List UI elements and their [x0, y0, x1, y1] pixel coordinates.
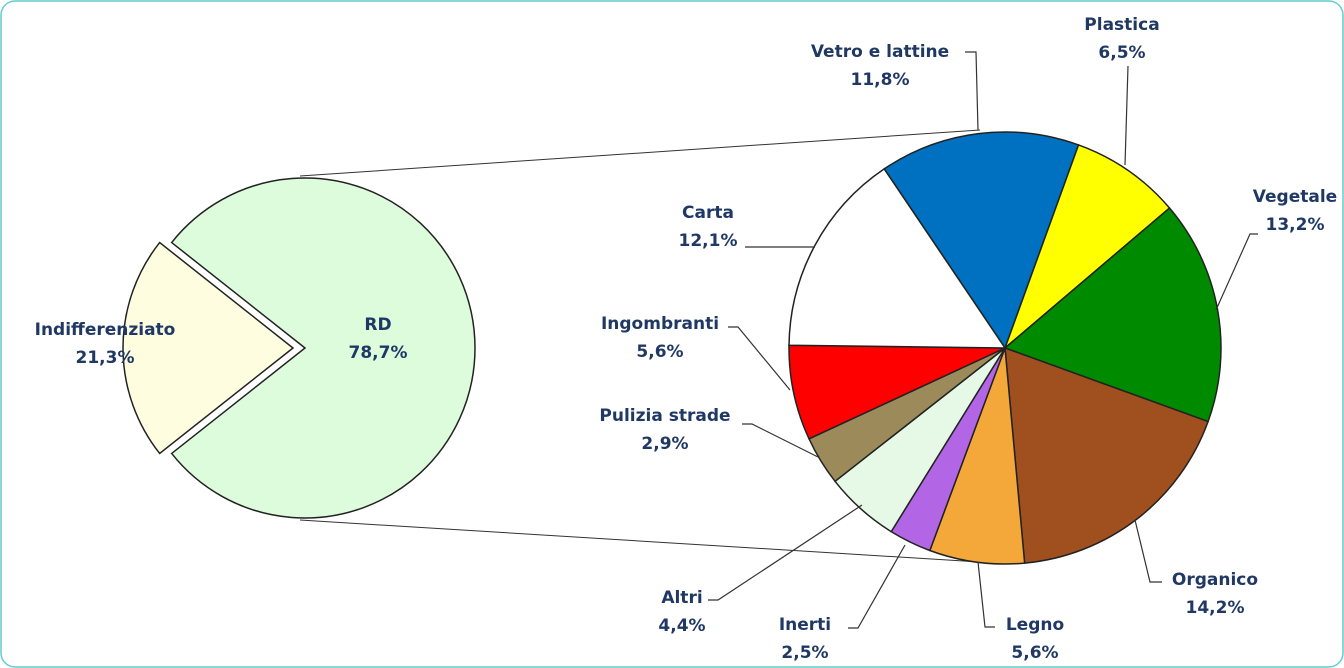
leader-line	[1134, 519, 1162, 583]
leader-line	[977, 561, 995, 628]
leader-line	[1215, 233, 1258, 311]
slice-value-label: 2,5%	[781, 643, 828, 663]
slice-value-label: 14,2%	[1186, 598, 1245, 618]
slice-label: Organico	[1172, 570, 1258, 590]
slice-value-label: 78,7%	[349, 343, 408, 363]
connector-line	[299, 129, 981, 177]
pie-slice	[1003, 206, 1222, 423]
pie-slice	[1003, 143, 1171, 351]
slice-value-label: 13,2%	[1266, 215, 1325, 235]
slice-label: Carta	[682, 203, 734, 223]
pie-slice	[1004, 346, 1210, 564]
slice-label: Plastica	[1084, 15, 1159, 35]
slice-label: Pulizia strade	[599, 406, 730, 426]
leader-line	[708, 504, 863, 601]
pie-slice	[883, 131, 1080, 350]
slice-value-label: 21,3%	[76, 348, 135, 368]
leader-line	[965, 51, 979, 131]
slice-label: Inerti	[779, 615, 831, 635]
slice-label: Legno	[1006, 615, 1064, 635]
pie-slice	[170, 177, 476, 519]
leader-line	[1124, 65, 1129, 166]
leader-line	[848, 544, 906, 629]
connector-line	[299, 519, 981, 563]
slice-label: RD	[364, 315, 391, 335]
slice-value-label: 5,6%	[636, 342, 683, 362]
slice-value-label: 11,8%	[851, 70, 910, 90]
slice-value-label: 6,5%	[1098, 43, 1145, 63]
pie-slice	[122, 241, 295, 455]
slice-label: Vetro e lattine	[811, 42, 949, 62]
leader-line	[742, 423, 819, 458]
slice-value-label: 12,1%	[679, 231, 738, 251]
slice-value-label: 2,9%	[641, 434, 688, 454]
slice-label: Ingombranti	[601, 314, 719, 334]
slice-value-label: 4,4%	[658, 616, 705, 636]
slice-value-label: 5,6%	[1011, 643, 1058, 663]
slice-label: Vegetale	[1253, 187, 1337, 207]
slice-label: Altri	[661, 588, 702, 608]
leader-line	[728, 326, 791, 391]
slice-label: Indifferenziato	[35, 320, 176, 340]
pie-slice	[788, 167, 1007, 349]
